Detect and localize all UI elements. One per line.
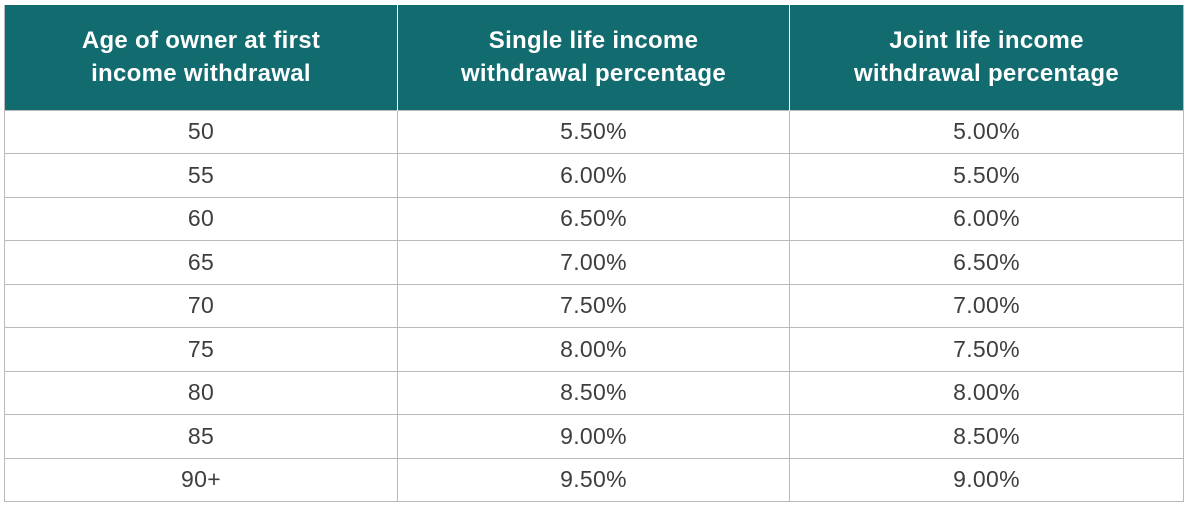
- table-row: 55 6.00% 5.50%: [4, 153, 1184, 198]
- single-life-cell: 6.00%: [397, 153, 790, 198]
- header-single-line-1: Single life income: [488, 27, 699, 55]
- age-cell: 85: [4, 414, 398, 459]
- table-row: 80 8.50% 8.00%: [4, 370, 1184, 415]
- withdrawal-table-container: Age of owner at first income withdrawal …: [4, 5, 1184, 502]
- single-life-cell: 6.50%: [397, 196, 790, 241]
- header-age-line-2: income withdrawal: [91, 60, 311, 88]
- joint-life-cell: 6.00%: [789, 196, 1184, 241]
- table-row: 50 5.50% 5.00%: [4, 109, 1184, 154]
- joint-life-cell: 8.50%: [789, 414, 1184, 459]
- age-cell: 65: [4, 240, 398, 285]
- table-body: 50 5.50% 5.00% 55 6.00% 5.50% 60 6.50% 6…: [4, 109, 1184, 502]
- table-row: 60 6.50% 6.00%: [4, 196, 1184, 241]
- header-age: Age of owner at first income withdrawal: [4, 5, 398, 110]
- age-cell: 55: [4, 153, 398, 198]
- table-row: 65 7.00% 6.50%: [4, 240, 1184, 285]
- single-life-cell: 9.00%: [397, 414, 790, 459]
- table-row: 90+ 9.50% 9.00%: [4, 457, 1184, 502]
- age-cell: 60: [4, 196, 398, 241]
- joint-life-cell: 8.00%: [789, 370, 1184, 415]
- header-single-life: Single life income withdrawal percentage: [397, 5, 790, 110]
- joint-life-cell: 5.00%: [789, 109, 1184, 154]
- table-row: 70 7.50% 7.00%: [4, 283, 1184, 328]
- age-cell: 75: [4, 327, 398, 372]
- single-life-cell: 8.50%: [397, 370, 790, 415]
- header-age-line-1: Age of owner at first: [81, 27, 321, 55]
- joint-life-cell: 7.00%: [789, 283, 1184, 328]
- joint-life-cell: 6.50%: [789, 240, 1184, 285]
- header-row: Age of owner at first income withdrawal …: [4, 5, 1184, 110]
- joint-life-cell: 9.00%: [789, 457, 1184, 502]
- header-joint-line-2: withdrawal percentage: [853, 60, 1120, 88]
- age-cell: 50: [4, 109, 398, 154]
- table-header: Age of owner at first income withdrawal …: [4, 5, 1184, 110]
- withdrawal-percentage-table: Age of owner at first income withdrawal …: [4, 5, 1184, 502]
- joint-life-cell: 5.50%: [789, 153, 1184, 198]
- joint-life-cell: 7.50%: [789, 327, 1184, 372]
- age-cell: 70: [4, 283, 398, 328]
- age-cell: 80: [4, 370, 398, 415]
- table-row: 85 9.00% 8.50%: [4, 414, 1184, 459]
- single-life-cell: 7.50%: [397, 283, 790, 328]
- header-joint-line-1: Joint life income: [889, 27, 1084, 55]
- single-life-cell: 9.50%: [397, 457, 790, 502]
- single-life-cell: 8.00%: [397, 327, 790, 372]
- table-row: 75 8.00% 7.50%: [4, 327, 1184, 372]
- header-joint-life: Joint life income withdrawal percentage: [789, 5, 1184, 110]
- single-life-cell: 7.00%: [397, 240, 790, 285]
- header-single-line-2: withdrawal percentage: [460, 60, 727, 88]
- age-cell: 90+: [4, 457, 398, 502]
- single-life-cell: 5.50%: [397, 109, 790, 154]
